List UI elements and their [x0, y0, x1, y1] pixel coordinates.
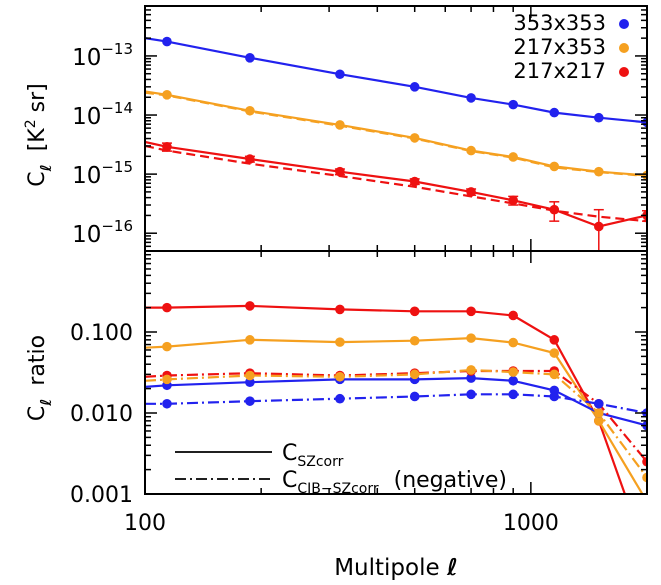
legend-marker-1 [619, 43, 629, 53]
top-data-point [162, 36, 172, 47]
bottom-series-group [145, 301, 652, 562]
bottom-data-point [549, 369, 560, 380]
bottom-series-line-0 [145, 304, 627, 494]
top-series-group [145, 36, 647, 251]
bottom-data-point [508, 367, 518, 377]
bottom-data-point [162, 398, 172, 409]
legend-marker-2 [619, 67, 629, 77]
top-data-point [245, 154, 255, 164]
bottom-ytick-label: 0.100 [70, 321, 133, 346]
top-data-point [593, 112, 604, 123]
bottom-ytick-label: 0.010 [70, 402, 133, 427]
bottom-data-point [335, 304, 345, 315]
bottom-data-point [642, 472, 647, 483]
bottom-data-point [335, 393, 345, 404]
axis-labels: Cℓ [K2 sr] Cℓ ratio Multipole ℓ [23, 83, 458, 581]
bottom-data-point [466, 306, 476, 317]
bottom-data-point [466, 365, 476, 375]
bottom-data-point [162, 341, 172, 352]
top-ytick-label: 10−15 [72, 158, 133, 189]
top-panel: 10−13 10−14 10−15 10−16 353x353217x353217x21… [72, 5, 648, 252]
bottom-data-point [549, 348, 560, 358]
bottom-series-line-2 [145, 376, 647, 427]
legend-label-1: 217x353 [513, 35, 606, 59]
bottom-series-line-5 [145, 393, 647, 415]
top-data-point [593, 166, 604, 177]
x-axis-label: Multipole ℓ [334, 555, 458, 581]
top-data-point [466, 93, 476, 103]
top-data-point [549, 161, 560, 172]
bottom-data-point [245, 335, 255, 345]
bottom-data-point [508, 375, 518, 386]
bottom-data-point [593, 408, 604, 418]
legend-label-2: 217x217 [513, 59, 606, 83]
top-y-axis-label: Cℓ [K2 sr] [23, 83, 55, 186]
bottom-data-point [466, 333, 476, 343]
bottom-series-line-3 [145, 369, 647, 463]
bottom-data-point [409, 306, 420, 317]
bottom-data-point [245, 377, 255, 388]
bottom-frame [144, 250, 648, 495]
bottom-data-point [409, 335, 420, 346]
top-ytick-label: 10−16 [72, 217, 133, 248]
top-ytick-label: 10−14 [72, 99, 133, 130]
legend-label-0: 353x353 [513, 11, 606, 35]
top-ytick-label: 10−13 [72, 40, 133, 71]
bottom-data-point [508, 389, 518, 400]
top-data-point [508, 99, 518, 110]
bottom-data-point [642, 456, 647, 467]
bottom-data-point [642, 552, 652, 562]
bottom-data-point [409, 391, 420, 402]
top-data-point [549, 107, 560, 118]
bottom-xtick-label: 100 [124, 511, 166, 536]
bottom-data-point [642, 497, 652, 507]
bottom-data-point [549, 335, 560, 345]
bottom-data-point [549, 391, 560, 402]
bottom-ytick-label: 0.001 [70, 483, 133, 508]
top-data-point [508, 152, 518, 162]
top-data-point [245, 53, 255, 63]
top-data-point [409, 82, 420, 92]
bottom-data-point [335, 337, 345, 347]
bottom-data-point [409, 369, 420, 380]
bottom-data-point [162, 302, 172, 313]
top-series-line-1 [145, 90, 647, 177]
bottom-data-point [593, 416, 604, 426]
bottom-data-point [593, 398, 604, 409]
top-data-point [335, 166, 345, 177]
bottom-data-point [245, 301, 255, 311]
top-data-point [593, 221, 604, 232]
top-data-point [466, 145, 476, 156]
top-data-point [466, 187, 476, 197]
top-series-line-2 [145, 91, 647, 178]
bottom-data-point [245, 396, 255, 406]
bottom-xtick-label: 1000 [503, 511, 559, 536]
bottom-data-point [335, 371, 345, 382]
legend-marker-0 [619, 19, 629, 29]
legend-text-1: CCIB−SZcorr (negative) [282, 468, 507, 497]
bottom-data-point [162, 374, 172, 385]
bottom-data-point [245, 370, 255, 381]
bottom-data-point [508, 337, 518, 348]
bottom-panel: 0.100 0.010 0.001 100 1000 CSZcorrCCIB−SZcorr… [70, 250, 652, 562]
bottom-series-line-4 [145, 368, 647, 479]
top-data-point [335, 69, 345, 80]
top-data-point [409, 176, 420, 187]
bottom-data-point [508, 310, 518, 321]
bottom-y-axis-label: Cℓ ratio [25, 335, 55, 421]
top-series-line-0 [145, 37, 647, 124]
top-series-line-4 [145, 144, 647, 223]
bottom-data-point [466, 373, 476, 383]
legend-text-0: CSZcorr [282, 441, 344, 470]
top-series-line-3 [145, 140, 647, 228]
bottom-data-point [466, 389, 476, 400]
